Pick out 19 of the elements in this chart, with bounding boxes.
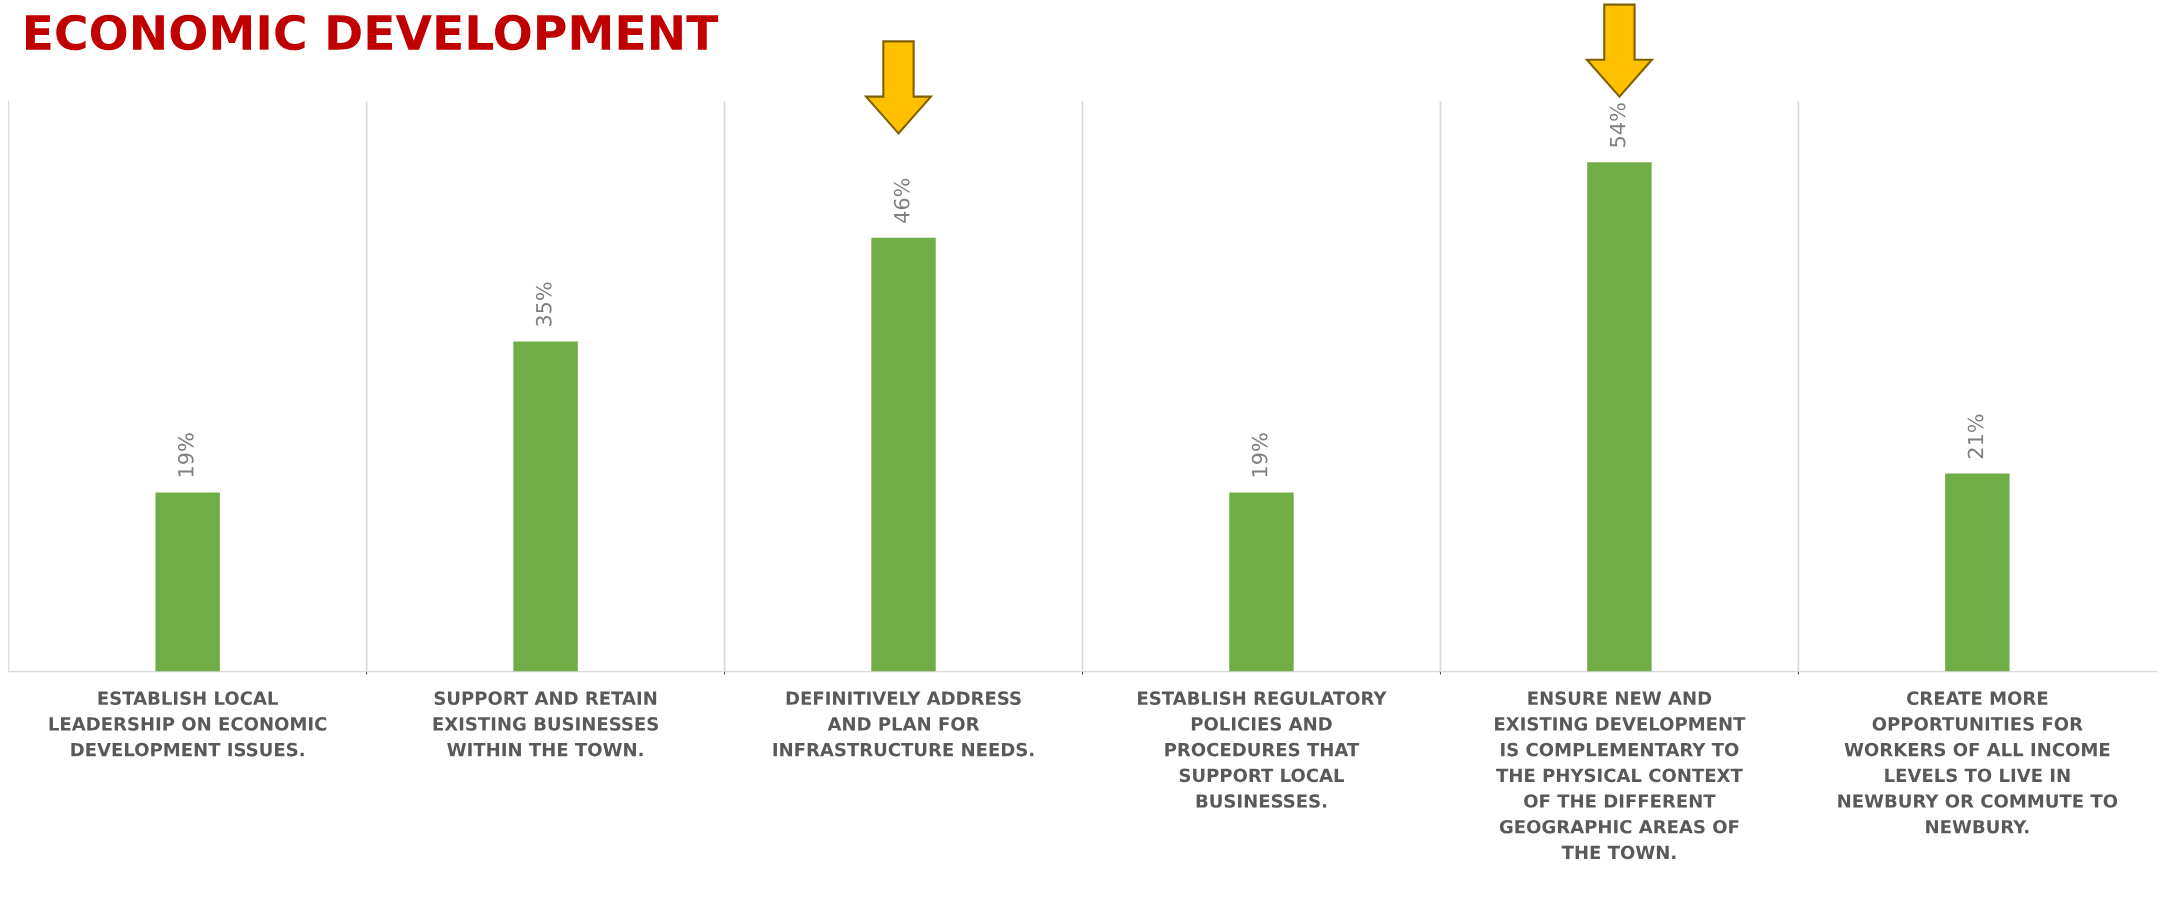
bar [513, 341, 578, 672]
chart-title: ECONOMIC DEVELOPMENT [25, 14, 719, 51]
data-label: 46% [893, 178, 910, 223]
bar [1945, 473, 2010, 672]
bar [871, 237, 936, 672]
x-tick-label: DEFINITIVELY ADDRESS AND PLAN FOR INFRASTRUCTURE NEEDS. [773, 691, 1034, 757]
bar [1587, 162, 1652, 672]
x-tick-label: SUPPORT AND RETAIN EXISTING BUSINESSES WITHIN THE TOWN. [433, 691, 658, 757]
x-tick-label: ENSURE NEW AND EXISTING DEVELOPMENT IS COMPLEMENTARY TO THE PHYSICAL CONTEXT OF THE DIFFERENT GEOGRAPHIC AREAS OF THE TOWN. [1495, 691, 1746, 860]
data-label: 21% [1967, 414, 1984, 459]
x-tick-label: ESTABLISH REGULATORY POLICIES AND PROCEDURES THAT SUPPORT LOCAL BUSINESSES. [1138, 691, 1387, 808]
data-label: 35% [535, 282, 552, 327]
bar [155, 492, 220, 672]
data-label: 54% [1609, 103, 1626, 147]
data-label: 19% [177, 433, 194, 477]
x-tick-label: ESTABLISH LOCAL LEADERSHIP ON ECONOMIC DEVELOPMENT ISSUES. [49, 691, 327, 757]
x-tick-label: CREATE MORE OPPORTUNITIES FOR WORKERS OF ALL INCOME LEVELS TO LIVE IN NEWBURY OR COMMUTE TO NEWBURY. [1838, 691, 2118, 834]
data-label: 19% [1251, 433, 1268, 477]
bar [1229, 492, 1294, 672]
